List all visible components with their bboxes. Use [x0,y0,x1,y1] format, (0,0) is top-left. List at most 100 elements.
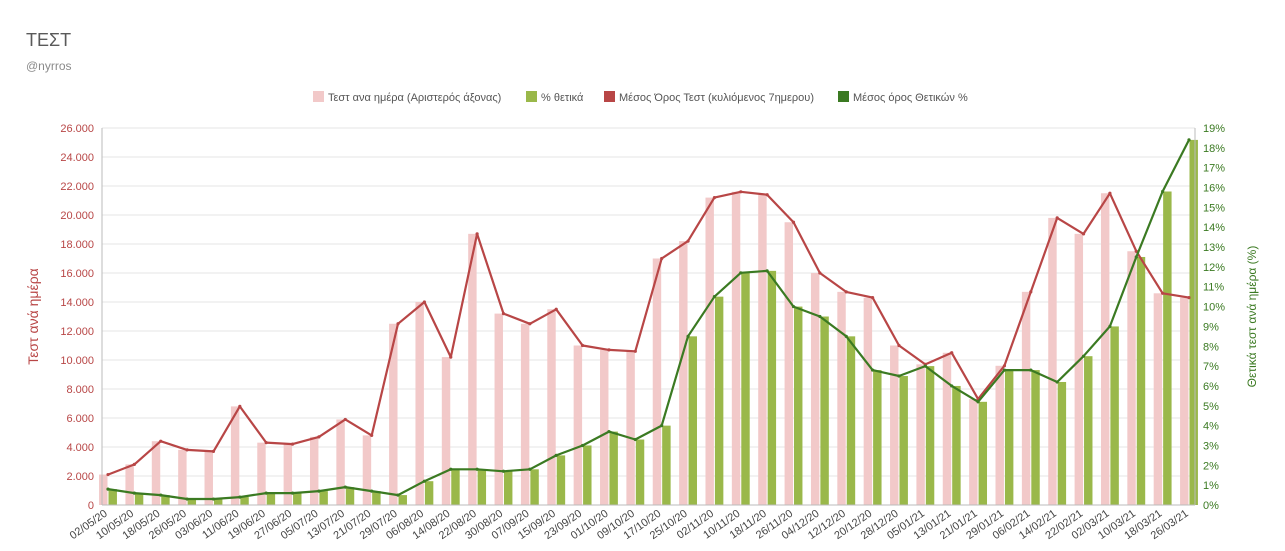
tests-bar [679,241,688,505]
chart-subtitle: @nyrros [26,59,72,73]
tests-bar [362,435,372,505]
legend-label: Μέσος όρος Θετικών % [853,92,968,104]
tests-avg-line-point [950,351,954,355]
tests-bar [837,291,846,505]
tests-bar [494,313,503,505]
y-tick-label: 8.000 [66,384,94,396]
y2-tick-label: 3% [1203,440,1219,452]
tests-bar [99,474,108,505]
legend-label: % θετικά [541,92,584,104]
positive-bar [714,296,724,505]
positive-bar [372,491,381,505]
tests-bar [257,442,266,505]
positive-bar [213,499,223,505]
tests-avg-line-point [449,355,453,359]
y2-tick-label: 6% [1203,381,1219,393]
tests-bar [125,464,134,505]
tests-bar [1021,291,1031,505]
y-tick-label: 26.000 [60,123,94,135]
tests-avg-line-point [528,322,532,326]
y-tick-label: 20.000 [60,210,94,222]
positive-avg-line-point [607,429,611,434]
tests-bar [784,222,794,505]
tests-avg-line-point [343,417,347,422]
positive-avg-line-point [449,467,453,471]
positive-bar [952,385,961,505]
positive-avg-line-point [950,384,954,388]
positive-avg-line-point [1134,255,1138,259]
positive-avg-line-point [897,374,901,378]
tests-avg-line-point [501,312,506,316]
positive-bar [978,401,988,505]
tests-avg-line-point [211,449,216,453]
tests-avg-line-point [871,296,875,300]
positive-avg-line-point [1055,380,1059,384]
y-tick-label: 12.000 [60,326,94,338]
y2-tick-label: 7% [1203,361,1219,373]
tests-bar [626,351,635,505]
legend-swatch [526,91,537,102]
y2-tick-label: 14% [1203,222,1225,234]
tests-avg-line-point [370,433,374,437]
positive-bar [1163,191,1172,505]
y-tick-label: 0 [88,500,94,512]
positive-avg-line-point [818,314,822,319]
positive-bar [556,455,566,505]
tests-avg-line-point [1055,216,1059,220]
y-tick-label: 24.000 [60,152,94,164]
positive-avg-line-point [396,493,400,497]
positive-bar [1084,356,1093,505]
positive-avg-line-point [686,334,690,338]
legend-label: Μέσος Όρος Τεστ (κυλιόμενος 7ημερου) [619,92,814,104]
positive-avg-line-point [923,364,927,368]
tests-bar [1153,293,1163,505]
tests-bar [1180,297,1189,505]
y-tick-label: 22.000 [60,181,94,193]
y2-tick-label: 13% [1203,242,1225,254]
y-tick-label: 4.000 [66,442,94,454]
positive-bar [108,489,117,505]
positive-bar [266,493,276,505]
tests-bar [468,233,477,505]
tests-avg-line-point [897,343,901,348]
tests-bar [969,399,978,505]
tests-bar [520,323,530,505]
positive-avg-line-point [765,269,769,273]
positive-avg-line-point [791,304,796,309]
positive-avg-line-point [844,334,848,338]
tests-avg-line-point [238,404,242,408]
positive-bar [662,425,671,505]
y2-tick-label: 12% [1203,262,1225,274]
positive-bar [161,495,170,505]
tests-avg-line-point [1134,249,1138,253]
positive-avg-line-point [106,487,110,491]
y2-tick-label: 1% [1203,480,1219,492]
positive-bar [609,431,618,505]
tests-bar [336,419,345,505]
tests-avg-line-point [554,307,558,311]
positive-avg-line-point [871,368,875,372]
tests-bar [415,302,424,505]
y2-tick-label: 11% [1203,282,1224,294]
tests-avg-line-point [765,193,769,197]
tests-avg-line-point [290,442,295,446]
y-tick-label: 18.000 [60,239,94,251]
positive-avg-line-point [1108,324,1112,329]
positive-bar [767,270,777,505]
tests-bar [995,365,1004,505]
positive-avg-line-point [554,453,558,457]
tests-avg-line-point [739,190,743,194]
tests-bar [1074,233,1084,505]
positive-bar [794,306,803,505]
tests-bar [204,451,213,505]
y2-tick-label: 2% [1203,460,1219,472]
y2-axis-title: Θετικά τεστ ανά ημέρα (%) [1245,246,1259,388]
legend-swatch [604,91,615,102]
y-tick-label: 6.000 [66,413,94,425]
tests-avg-line-point [633,349,637,353]
positive-bar [398,495,407,505]
positive-bar [873,370,882,505]
positive-bar [1136,256,1146,505]
positive-avg-line-point [185,497,189,501]
